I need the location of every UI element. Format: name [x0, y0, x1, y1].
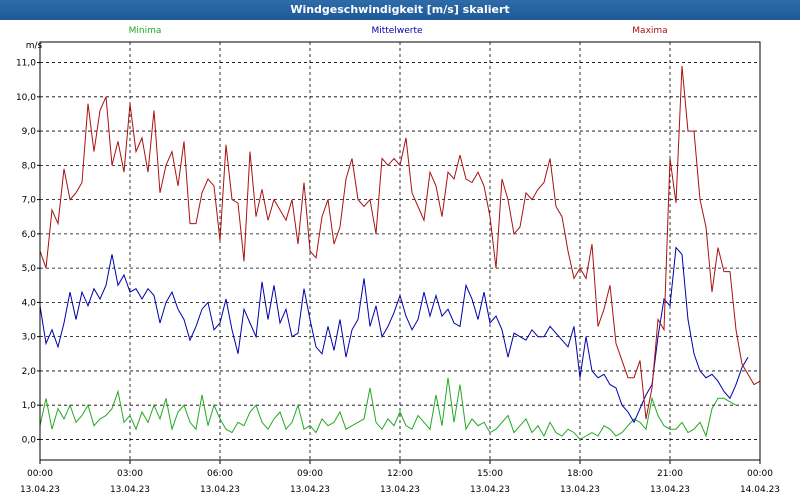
chart-svg: m/s Minima Mittelwerte Maxima 0,0 1,0 2,0 3,0… [16, 26, 780, 495]
series-line-mittelwerte [39, 246, 749, 424]
x-axis: 00:00 13.04.23 03:00 13.04.23 06:00 13.04.23 0… [20, 460, 780, 495]
x-tick-time: 21:00 [657, 469, 683, 479]
y-axis-unit: m/s [26, 41, 43, 51]
grid [40, 42, 760, 460]
y-axis: 0,0 1,0 2,0 3,0 4,0 5,0 6,0 7,0 8,0 9,0 10,0 11,0 [16, 59, 40, 445]
y-tick-label: 2,0 [22, 367, 37, 377]
y-tick-label: 7,0 [22, 196, 37, 206]
x-tick-date: 13.04.23 [380, 485, 420, 495]
y-tick-label: 10,0 [16, 93, 36, 103]
y-tick-label: 0,0 [22, 435, 37, 445]
y-tick-label: 11,0 [16, 59, 36, 69]
x-tick-time: 12:00 [387, 469, 413, 479]
y-tick-label: 8,0 [22, 161, 37, 171]
x-tick-time: 06:00 [207, 469, 233, 479]
y-tick-label: 3,0 [22, 333, 37, 343]
chart-title: Windgeschwindigkeit [m/s] skaliert [0, 0, 800, 20]
legend-maxima: Maxima [632, 26, 667, 36]
y-tick-label: 9,0 [22, 127, 37, 137]
y-tick-label: 4,0 [22, 298, 37, 308]
legend-mittelwerte: Mittelwerte [371, 26, 422, 36]
x-tick-date: 13.04.23 [470, 485, 510, 495]
x-tick-time: 00:00 [27, 469, 53, 479]
y-tick-label: 1,0 [22, 401, 37, 411]
series-line-minima [39, 377, 737, 441]
plot-lines [39, 65, 761, 441]
x-tick-date: 13.04.23 [200, 485, 240, 495]
legend: Minima Mittelwerte Maxima [129, 26, 668, 36]
x-tick-date: 14.04.23 [740, 485, 780, 495]
x-tick-time: 18:00 [567, 469, 593, 479]
series-line-maxima [39, 65, 761, 419]
y-tick-label: 6,0 [22, 230, 37, 240]
x-tick-time: 15:00 [477, 469, 503, 479]
x-tick-time: 03:00 [117, 469, 143, 479]
legend-minima: Minima [129, 26, 162, 36]
x-tick-date: 13.04.23 [650, 485, 690, 495]
x-tick-time: 00:00 [747, 469, 773, 479]
y-tick-label: 5,0 [22, 264, 37, 274]
x-tick-date: 13.04.23 [110, 485, 150, 495]
x-tick-time: 09:00 [297, 469, 323, 479]
x-tick-date: 13.04.23 [290, 485, 330, 495]
x-tick-date: 13.04.23 [20, 485, 60, 495]
x-tick-date: 13.04.23 [560, 485, 600, 495]
